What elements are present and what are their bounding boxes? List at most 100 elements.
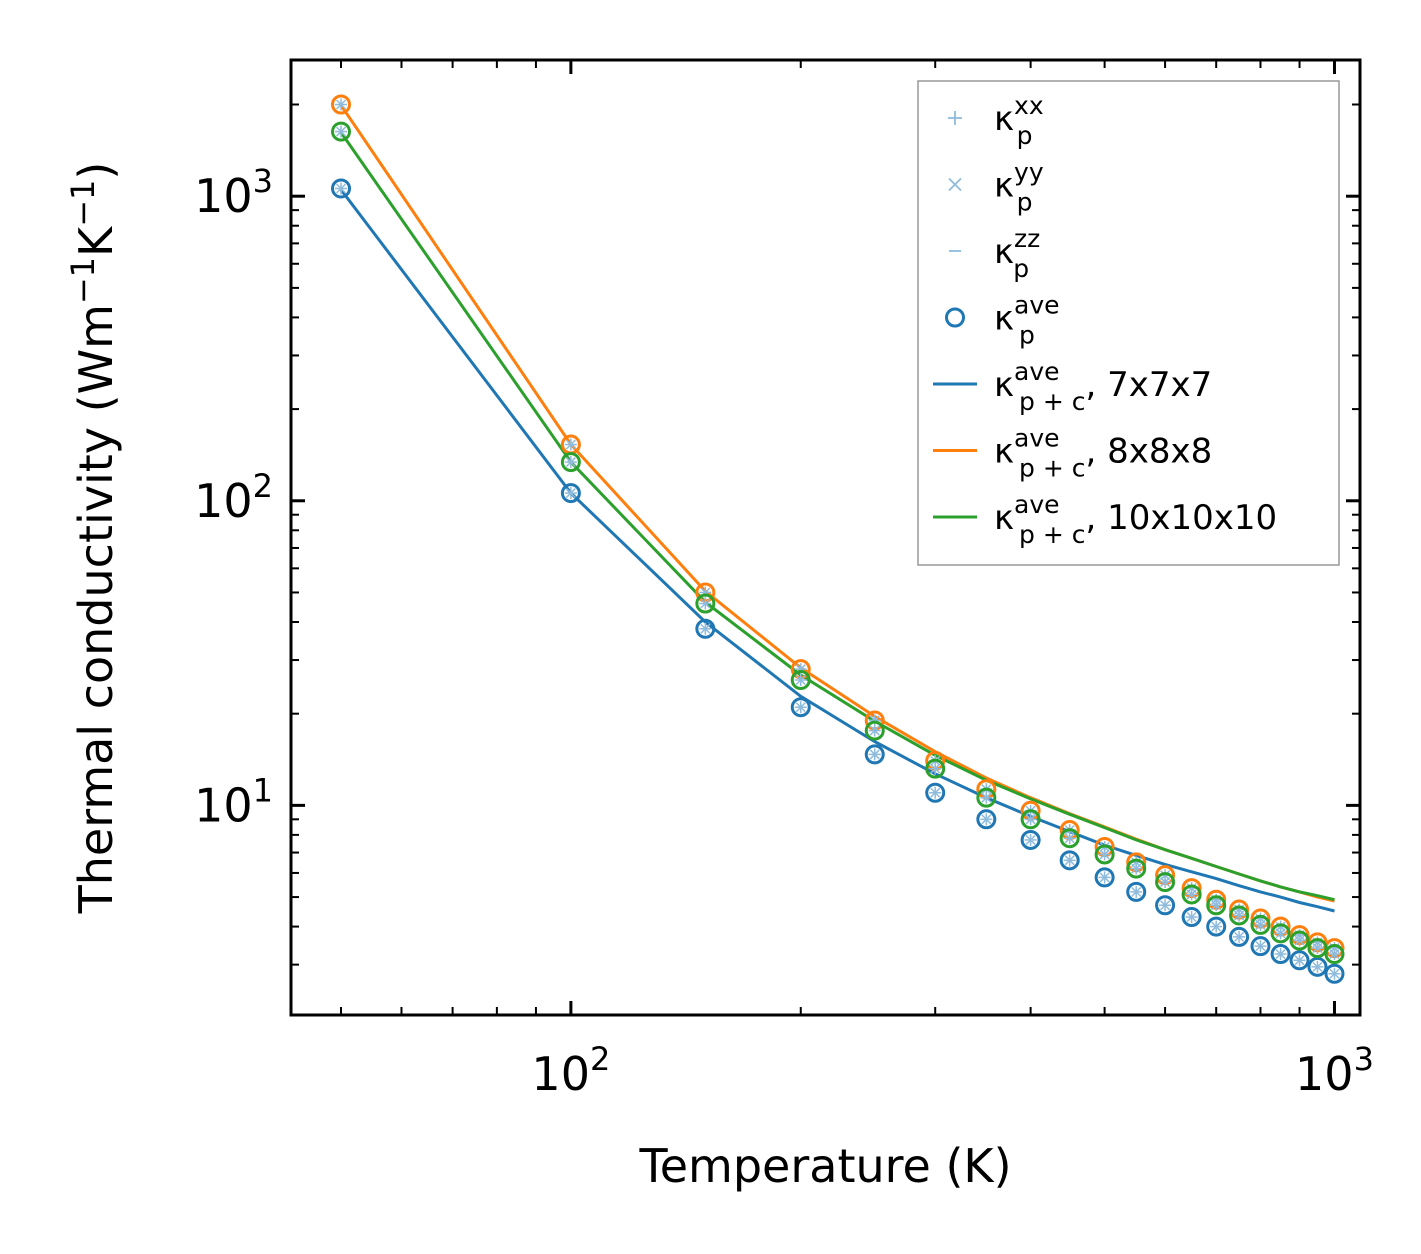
kappa-yy-marker-b — [1160, 900, 1171, 911]
kappa-ave-marker — [976, 809, 997, 830]
legend-entry: κxx p — [948, 91, 1044, 150]
kappa-ave-marker — [1270, 923, 1291, 944]
series-lines — [339, 104, 1335, 913]
data-point-10x10x10 — [1229, 905, 1250, 926]
legend-entry: κave p + c, 10x10x10 — [933, 490, 1277, 549]
kappa-yy-marker-b — [565, 488, 576, 499]
data-point-7x7x7 — [1229, 926, 1250, 947]
kappa-yy-marker-b — [869, 725, 880, 736]
kappa-yy-marker-b — [1099, 849, 1110, 860]
kappa-yy-marker-b — [930, 787, 941, 798]
axis-labels: Temperature (K) Thermal conductivity (Wm−… — [64, 162, 1012, 1193]
series-points — [331, 94, 1345, 984]
data-point-10x10x10 — [331, 121, 352, 142]
legend-label: κxx p — [994, 91, 1044, 150]
kappa-ave-marker — [790, 697, 811, 718]
data-point-7x7x7 — [864, 744, 885, 765]
kappa-yy-marker-b — [1329, 949, 1340, 960]
kappa-yy-marker-b — [1099, 872, 1110, 883]
kappa-yy-marker-b — [1025, 814, 1036, 825]
series-line-10x10x10 — [339, 131, 1335, 902]
data-point-7x7x7 — [1307, 956, 1328, 977]
kappa-yy-marker-b — [869, 749, 880, 760]
data-point-10x10x10 — [1094, 844, 1115, 865]
data-point-10x10x10 — [1020, 809, 1041, 830]
data-point-7x7x7 — [1324, 963, 1345, 984]
kappa-ave-marker — [1229, 926, 1250, 947]
legend-entry: κyy p — [948, 158, 1044, 217]
data-point-10x10x10 — [1155, 872, 1176, 893]
data-point-10x10x10 — [1126, 858, 1147, 879]
data-point-7x7x7 — [1155, 895, 1176, 916]
kappa-yy-marker-b — [1312, 943, 1323, 954]
kappa-ave-marker — [1250, 936, 1271, 957]
kappa-ave-marker — [1155, 895, 1176, 916]
data-point-10x10x10 — [695, 593, 716, 614]
kappa-ave-marker — [1307, 956, 1328, 977]
kappa-yy-marker-b — [565, 439, 576, 450]
data-point-10x10x10 — [976, 787, 997, 808]
kappa-yy-marker-b — [1131, 886, 1142, 897]
kappa-ave-marker — [1289, 930, 1310, 951]
y-axis-label: Thermal conductivity (Wm−1K−1) — [64, 162, 123, 915]
kappa-yy-marker-b — [981, 792, 992, 803]
tick-labels: 102 103 101 102 103 — [194, 162, 1374, 1101]
kappa-ave-marker — [1094, 844, 1115, 865]
kappa-yy-marker-b — [1064, 833, 1075, 844]
kappa-yy-marker-b — [795, 674, 806, 686]
x-axis-label: Temperature (K) — [638, 1139, 1011, 1193]
kappa-yy-marker-b — [1329, 968, 1340, 979]
kappa-yy-marker-b — [1160, 877, 1171, 888]
kappa-ave-marker — [1155, 872, 1176, 893]
data-point-10x10x10 — [925, 758, 946, 779]
x-tick-label: 103 — [1295, 1040, 1374, 1101]
legend-label: κyy p — [994, 158, 1044, 217]
kappa-ave-marker — [1229, 905, 1250, 926]
kappa-yy-marker-b — [700, 623, 711, 634]
legend-label: κave p — [994, 291, 1060, 350]
data-point-7x7x7 — [790, 697, 811, 718]
y-tick-label: 101 — [194, 771, 273, 832]
kappa-yy-marker-b — [1234, 931, 1245, 942]
kappa-yy-marker-b — [981, 814, 992, 825]
data-point-10x10x10 — [1324, 944, 1345, 965]
kappa-ave-marker — [1020, 809, 1041, 830]
legend-label: κzz p — [994, 224, 1040, 283]
data-point-7x7x7 — [1270, 944, 1291, 965]
kappa-ave-marker — [1126, 881, 1147, 902]
kappa-ave-marker — [1307, 938, 1328, 959]
legend-entry: κave p — [945, 291, 1060, 350]
data-point-10x10x10 — [1289, 930, 1310, 951]
kappa-ave-marker — [864, 744, 885, 765]
kappa-ave-marker — [560, 483, 581, 504]
data-point-10x10x10 — [1307, 938, 1328, 959]
kappa-ave-marker — [1020, 829, 1041, 850]
kappa-ave-marker — [1289, 950, 1310, 971]
data-point-8x8x8 — [560, 434, 581, 455]
circle-marker-icon — [945, 307, 965, 328]
legend-box — [917, 80, 1340, 566]
kappa-ave-marker — [1206, 916, 1227, 937]
data-point-7x7x7 — [1250, 936, 1271, 957]
data-point-7x7x7 — [1059, 850, 1080, 871]
kappa-ave-marker — [976, 787, 997, 808]
data-point-7x7x7 — [695, 618, 716, 639]
kappa-yy-marker-b — [565, 457, 576, 468]
data-point-7x7x7 — [1020, 829, 1041, 850]
kappa-yy-marker-b — [1294, 935, 1305, 946]
y-tick-label: 103 — [194, 162, 273, 223]
kappa-yy-marker-b — [1131, 863, 1142, 874]
data-point-10x10x10 — [1206, 895, 1227, 916]
data-point-8x8x8 — [331, 94, 352, 115]
kappa-ave-marker — [1324, 944, 1345, 965]
legend-label: κave p + c, 10x10x10 — [994, 490, 1277, 549]
data-point-7x7x7 — [1126, 881, 1147, 902]
plot-frame — [289, 58, 1362, 1017]
kappa-ave-marker — [1181, 884, 1202, 905]
data-point-10x10x10 — [1181, 884, 1202, 905]
data-point-10x10x10 — [864, 720, 885, 741]
data-point-10x10x10 — [1250, 914, 1271, 935]
data-point-7x7x7 — [1289, 950, 1310, 971]
kappa-yy-marker-b — [335, 183, 347, 194]
